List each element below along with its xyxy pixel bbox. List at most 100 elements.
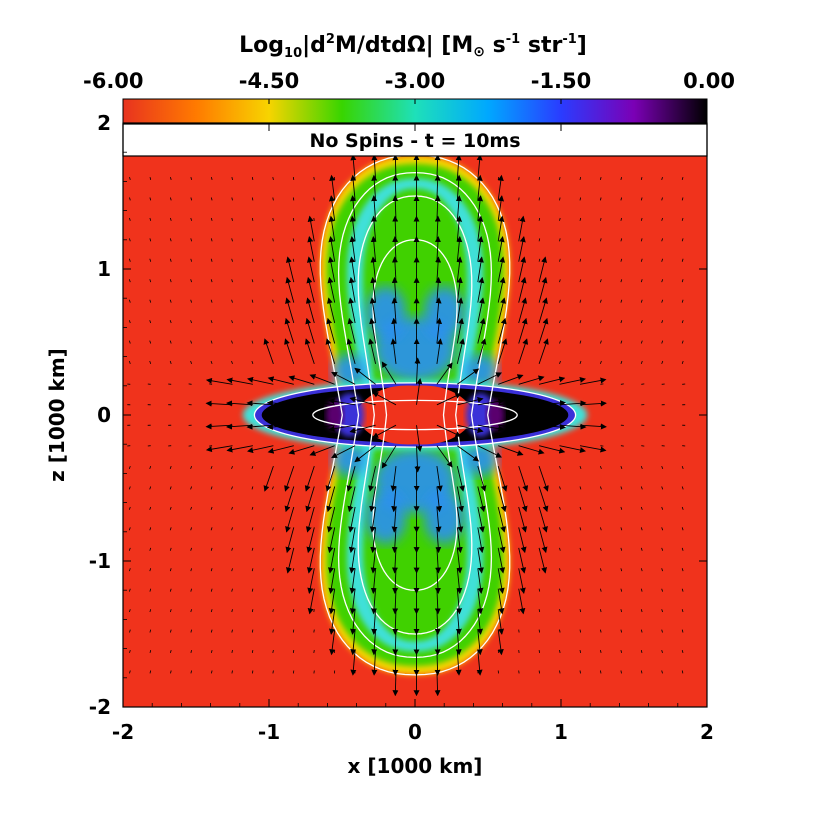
- velocity-arrow: [498, 445, 524, 456]
- velocity-arrow: [231, 486, 233, 490]
- velocity-arrow: [538, 506, 548, 533]
- velocity-arrow: [661, 238, 663, 242]
- velocity-arrow: [392, 215, 399, 242]
- outflow-blue-patch: [423, 490, 465, 544]
- velocity-arrow: [518, 297, 528, 324]
- velocity-arrow: [620, 360, 623, 365]
- velocity-arrow: [313, 177, 315, 180]
- velocity-arrow: [497, 297, 507, 324]
- velocity-arrow: [681, 465, 684, 470]
- velocity-arrow: [190, 340, 192, 344]
- velocity-arrow: [149, 527, 152, 531]
- velocity-arrow: [392, 236, 399, 262]
- velocity-arrow: [579, 650, 581, 653]
- velocity-arrow: [600, 320, 602, 324]
- velocity-arrow: [306, 527, 315, 554]
- velocity-arrow: [129, 629, 131, 633]
- velocity-arrow: [129, 588, 131, 592]
- outflow-blue-patch: [463, 441, 499, 477]
- velocity-arrow: [149, 670, 152, 674]
- velocity-arrow: [327, 547, 336, 574]
- velocity-arrow: [391, 256, 398, 283]
- velocity-arrow: [518, 424, 546, 431]
- velocity-arrow: [579, 609, 582, 613]
- velocity-arrow: [169, 258, 172, 262]
- velocity-arrow: [456, 317, 465, 344]
- velocity-arrow: [600, 650, 602, 653]
- velocity-arrow: [288, 445, 315, 455]
- velocity-arrow: [392, 174, 399, 201]
- velocity-arrow: [620, 506, 623, 510]
- y-tick-label: 0: [97, 403, 111, 427]
- velocity-arrow: [368, 466, 377, 492]
- velocity-arrow: [251, 238, 254, 242]
- velocity-arrow: [620, 177, 622, 180]
- velocity-arrow: [600, 568, 602, 572]
- velocity-arrow: [267, 376, 294, 385]
- velocity-arrow: [681, 547, 684, 551]
- torus-peak: [325, 400, 344, 430]
- velocity-arrow: [210, 279, 213, 283]
- velocity-arrow: [518, 506, 528, 533]
- velocity-arrow: [538, 217, 541, 221]
- velocity-arrow: [210, 506, 213, 510]
- velocity-arrow: [190, 320, 192, 324]
- velocity-arrow: [307, 399, 335, 406]
- velocity-arrow: [477, 338, 487, 365]
- velocity-arrow: [251, 360, 254, 365]
- velocity-arrow: [210, 238, 213, 242]
- velocity-arrow: [620, 279, 623, 283]
- velocity-arrow: [434, 174, 441, 201]
- chart-title: No Spins - t = 10ms: [309, 130, 520, 152]
- velocity-arrow: [284, 338, 295, 365]
- velocity-arrow: [456, 256, 463, 283]
- velocity-arrow: [129, 609, 131, 613]
- velocity-arrow: [169, 506, 172, 510]
- velocity-arrow: [149, 217, 152, 221]
- velocity-arrow: [231, 588, 233, 592]
- velocity-arrow: [251, 258, 254, 262]
- velocity-arrow: [538, 317, 549, 344]
- velocity-arrow: [149, 299, 152, 303]
- velocity-arrow: [640, 465, 643, 470]
- velocity-arrow: [640, 217, 643, 221]
- velocity-arrow: [579, 177, 581, 180]
- velocity-arrow: [169, 279, 172, 283]
- velocity-arrow: [190, 299, 192, 303]
- velocity-arrow: [305, 297, 315, 324]
- velocity-arrow: [128, 527, 131, 531]
- velocity-arrow: [292, 650, 295, 653]
- velocity-arrow: [436, 362, 453, 385]
- velocity-arrow: [128, 299, 131, 303]
- velocity-arrow: [149, 506, 152, 510]
- velocity-arrow: [190, 177, 192, 180]
- velocity-arrow: [169, 547, 172, 551]
- velocity-arrow: [518, 256, 527, 283]
- velocity-arrow: [435, 297, 442, 324]
- velocity-arrow: [210, 340, 213, 344]
- velocity-arrow: [456, 465, 465, 492]
- velocity-arrow: [579, 377, 607, 385]
- velocity-arrow: [210, 258, 213, 262]
- velocity-arrow: [313, 650, 315, 653]
- velocity-arrow: [348, 297, 356, 324]
- velocity-arrow: [170, 197, 172, 201]
- velocity-arrow: [307, 215, 315, 242]
- velocity-arrow: [348, 506, 356, 533]
- velocity-arrow: [414, 357, 421, 385]
- velocity-arrow: [251, 340, 254, 344]
- velocity-arrow: [620, 650, 622, 653]
- velocity-arrow: [539, 400, 566, 407]
- velocity-arrow: [272, 650, 274, 653]
- velocity-arrow: [681, 629, 684, 633]
- velocity-arrow: [372, 392, 397, 406]
- velocity-arrow: [129, 197, 131, 201]
- velocity-arrow: [477, 256, 484, 283]
- velocity-arrow: [457, 368, 480, 385]
- velocity-arrow: [681, 360, 684, 365]
- velocity-arrow: [190, 279, 192, 283]
- velocity-arrow: [169, 340, 172, 344]
- velocity-arrow: [640, 340, 643, 344]
- velocity-arrow: [600, 360, 602, 365]
- velocity-arrow: [620, 217, 622, 221]
